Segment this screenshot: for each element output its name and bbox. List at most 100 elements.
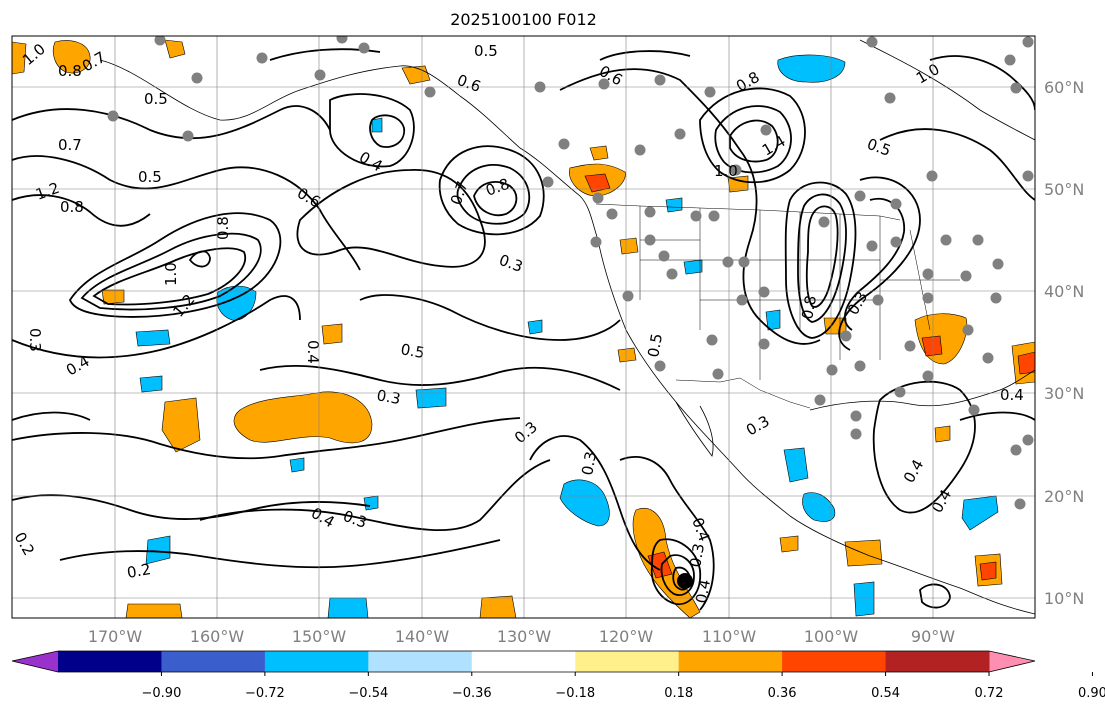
negative-anomaly-patch [783,447,809,483]
contour-line [438,145,545,236]
latitude-label: 20°N [1044,487,1084,506]
negative-anomaly-patch [559,479,610,527]
colorbar-segment [368,651,473,672]
colorbar-tick-label: −0.72 [245,686,285,701]
contour-lines [12,48,1035,611]
station-dot [872,294,884,306]
contour-label: 0.3 [686,542,708,569]
station-dot [644,206,656,218]
longitude-label: 130°W [497,627,552,646]
positive-anomaly-patch [52,40,91,74]
station-dot [940,234,952,246]
contour-line [619,456,715,611]
station-dot [314,69,326,81]
colorbar-tick-label: −0.36 [452,686,492,701]
station-dot [814,394,826,406]
contour-label: 0.5 [138,168,162,186]
station-dot [1022,36,1034,48]
colorbar-tick-label: 0.90 [1078,686,1105,701]
station-dot [592,192,604,204]
contour-line [80,232,262,311]
negative-anomaly-patch [139,375,163,393]
alaska-coast [99,59,599,241]
positive-anomaly-patch [321,323,343,345]
station-dot [850,428,862,440]
station-dot [922,292,934,304]
station-dot [1010,82,1022,94]
longitude-label: 160°W [190,627,245,646]
negative-anomaly-patch [665,197,683,213]
negative-anomaly-patch [135,329,171,347]
contour-line [599,50,691,61]
colorbar-segment [782,651,887,672]
strong-positive-patch [979,561,997,581]
latitude-label: 40°N [1044,282,1084,301]
station-dot [706,334,718,346]
contour-label: 0.5 [144,90,168,108]
station-dots [107,36,1034,510]
station-dot [982,352,994,364]
station-dot [191,72,203,84]
positive-anomaly-patch [727,175,749,193]
station-dot [760,124,772,136]
longitude-label: 120°W [599,627,654,646]
station-dot [154,36,166,46]
contour-line [784,181,857,339]
colorbar-segment [58,651,162,672]
station-dot [866,240,878,252]
longitude-label: 150°W [292,627,347,646]
colorbar-segment [161,651,266,672]
north-america-west-coast [597,239,1035,615]
station-dot [634,144,646,156]
station-dot [960,270,972,282]
negative-anomaly-patch [765,309,781,331]
station-dot [904,340,916,352]
contour-line [12,105,331,140]
station-dot [894,386,906,398]
colorbar-tick-labels: −0.90 −0.72 −0.54 −0.36 −0.18 0.18 0.36 0.54 0.7… [142,672,1105,701]
contour-label: 0.8 [798,294,820,321]
colorbar-segment [471,651,576,672]
contour-label: 1.0 [162,262,180,286]
contour-line [369,114,405,148]
positive-anomaly-patch [617,347,637,363]
contour-line [329,93,415,168]
station-dot [606,208,618,220]
us-canada-border [595,203,901,221]
contour-line [199,459,551,531]
latitude-label: 10°N [1044,589,1084,608]
positive-anomaly-patch [233,391,373,444]
negative-anomaly-patch [961,495,999,531]
contour-label: 0.5 [399,340,426,362]
contour-line [559,68,821,345]
positive-anomaly-patch [934,425,951,443]
contour-label: 0.4 [1000,386,1024,404]
contour-label: 0.8 [58,62,82,80]
station-dot [992,258,1004,270]
colorbar-tick-label: 0.72 [975,686,1004,701]
longitude-label: 170°W [88,627,143,646]
contour-line [699,87,806,184]
station-dot [730,164,742,176]
station-dot [722,256,734,268]
colorbar-segment [885,651,990,672]
positive-anomaly-patch [125,603,183,618]
political-borders [595,203,960,409]
graticule [12,36,1035,618]
contour-label: 0.5 [474,42,498,60]
gulf-coast [809,369,1035,411]
positive-anomaly-patch [12,41,27,75]
station-dot [968,404,980,416]
station-dot [922,268,934,280]
contour-line [92,247,247,306]
us-mexico-border [675,377,811,409]
negative-anomaly-patch [289,457,305,473]
station-dot [850,410,862,422]
station-dot [107,110,119,122]
station-dot [424,86,436,98]
station-dot [866,36,878,48]
positive-anomaly-patch [164,39,186,59]
negative-anomaly-patch [777,54,846,83]
contour-line [473,181,518,217]
contour-line [650,538,702,605]
